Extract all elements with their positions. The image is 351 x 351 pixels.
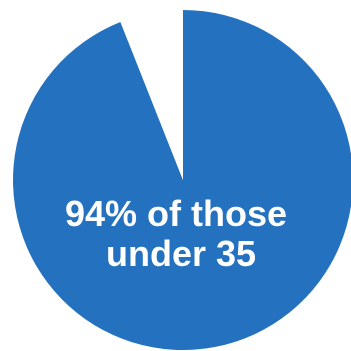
pie-slices	[13, 10, 351, 350]
pie-slice-1	[120, 10, 183, 180]
pie-slice-0	[13, 10, 351, 350]
annotation-line-1: 94% of those	[65, 193, 287, 234]
annotation-line-2: under 35	[106, 233, 256, 274]
